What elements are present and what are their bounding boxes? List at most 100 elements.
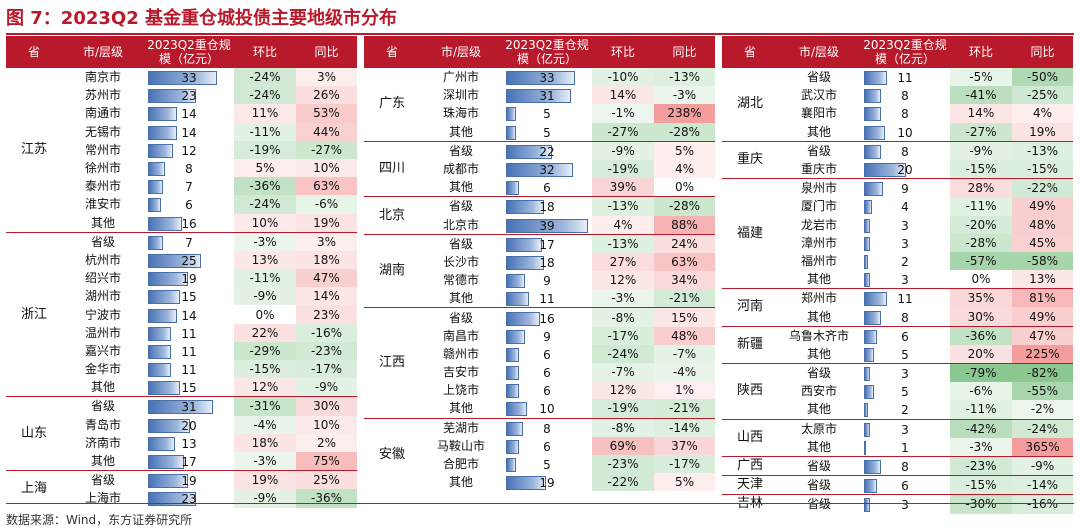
yoy-cell: -9% bbox=[1012, 455, 1073, 476]
size-bar-fill bbox=[506, 439, 519, 454]
size-bar: 10 bbox=[506, 402, 588, 417]
size-cell: 14 bbox=[144, 104, 234, 122]
table-row: 厦门市 4 -11% 49% bbox=[722, 197, 1073, 216]
size-bar: 19 bbox=[148, 474, 230, 489]
table-row: 上海市 23 -9% -36% bbox=[6, 489, 357, 508]
city-cell: 省级 bbox=[62, 396, 144, 416]
province-cell: 福建 bbox=[722, 178, 778, 289]
size-bar-fill bbox=[506, 384, 519, 399]
size-value: 22 bbox=[539, 144, 555, 159]
size-bar-fill bbox=[864, 218, 871, 233]
yoy-cell: 0% bbox=[674, 180, 695, 195]
header-province: 省 bbox=[722, 36, 778, 68]
city-cell: 省级 bbox=[420, 196, 502, 216]
size-value: 7 bbox=[185, 235, 193, 250]
city-cell: 绍兴市 bbox=[84, 271, 121, 286]
yoy-cell: 23% bbox=[296, 305, 357, 324]
size-value: 15 bbox=[181, 381, 197, 396]
province-cell: 上海 bbox=[6, 470, 62, 508]
size-bar-fill bbox=[506, 366, 519, 381]
header-city: 市/层级 bbox=[62, 36, 144, 68]
qoq-cell: 5% bbox=[234, 158, 296, 178]
size-value: 31 bbox=[181, 400, 197, 415]
city-cell: 省级 bbox=[420, 140, 502, 160]
size-cell: 5 bbox=[860, 345, 950, 364]
table-row: 漳州市 3 -28% 45% bbox=[722, 233, 1073, 252]
size-bar-fill bbox=[506, 181, 519, 196]
size-bar-fill bbox=[148, 198, 161, 213]
table-row: 四川 省级 22 -9% 5% bbox=[364, 140, 715, 197]
size-bar: 18 bbox=[506, 255, 588, 270]
size-bar: 17 bbox=[148, 455, 230, 470]
size-bar: 11 bbox=[506, 292, 588, 307]
size-bar-fill bbox=[864, 254, 869, 269]
qoq-cell: -11% bbox=[234, 122, 296, 141]
province-cell: 重庆 bbox=[722, 140, 778, 179]
table-row: 其他 19 -22% 5% bbox=[364, 473, 715, 492]
size-cell: 5 bbox=[502, 455, 592, 473]
yoy-cell: 1% bbox=[654, 381, 715, 400]
size-value: 18 bbox=[539, 200, 555, 215]
size-value: 23 bbox=[181, 492, 197, 507]
size-bar: 31 bbox=[506, 89, 588, 104]
city-cell: 其他 bbox=[448, 180, 473, 195]
header-yoy: 同比 bbox=[1012, 36, 1073, 68]
city-cell: 其他 bbox=[90, 215, 115, 230]
size-bar-fill bbox=[506, 402, 527, 417]
province-cell: 吉林 bbox=[722, 494, 778, 514]
size-value: 31 bbox=[539, 89, 555, 104]
table-row: 上海 省级 19 19% 25% bbox=[6, 470, 357, 508]
size-bar-fill bbox=[506, 237, 542, 252]
size-cell: 11 bbox=[144, 324, 234, 342]
yoy-cell: 30% bbox=[296, 396, 357, 416]
city-cell: 省级 bbox=[420, 307, 502, 327]
size-bar-fill bbox=[506, 476, 546, 491]
size-cell: 8 bbox=[860, 86, 950, 104]
qoq-cell: 13% bbox=[234, 250, 296, 270]
yoy-cell: 4% bbox=[1012, 104, 1073, 123]
province-cell: 北京 bbox=[364, 196, 420, 235]
size-bar: 8 bbox=[864, 460, 946, 475]
qoq-cell: 39% bbox=[592, 178, 654, 197]
city-cell: 珠海市 bbox=[442, 106, 479, 121]
table-row: 湖州市 15 -9% 14% bbox=[6, 287, 357, 306]
size-value: 6 bbox=[901, 329, 909, 344]
qoq-cell: -27% bbox=[592, 122, 654, 142]
city-cell: 其他 bbox=[806, 346, 831, 361]
size-bar-fill bbox=[864, 163, 907, 178]
province-cell: 江西 bbox=[364, 307, 420, 419]
table-row: 马鞍山市 6 69% 37% bbox=[364, 436, 715, 455]
size-value: 3 bbox=[901, 236, 909, 251]
qoq-cell: -9% bbox=[234, 287, 296, 306]
size-cell: 6 bbox=[502, 178, 592, 197]
table-row: 泰州市 7 -36% 63% bbox=[6, 177, 357, 196]
qoq-cell: -9% bbox=[950, 140, 1012, 160]
size-bar-fill bbox=[864, 89, 881, 104]
qoq-cell: -23% bbox=[950, 455, 1012, 476]
size-bar-fill bbox=[148, 436, 176, 451]
size-value: 11 bbox=[539, 292, 555, 307]
qoq-cell: 20% bbox=[950, 344, 1012, 364]
size-bar-fill bbox=[506, 255, 544, 270]
size-cell: 3 bbox=[860, 270, 950, 289]
table-row: 其他 6 39% 0% bbox=[364, 178, 715, 197]
size-cell: 3 bbox=[860, 494, 950, 514]
city-cell: 西安市 bbox=[800, 384, 837, 399]
yoy-cell: -17% bbox=[654, 454, 715, 474]
size-cell: 5 bbox=[502, 104, 592, 122]
size-bar: 7 bbox=[148, 180, 230, 195]
size-cell: 11 bbox=[502, 289, 592, 308]
city-cell: 其他 bbox=[806, 124, 831, 139]
size-bar-fill bbox=[864, 403, 869, 418]
table-row: 常州市 12 -19% -27% bbox=[6, 140, 357, 159]
size-bar: 13 bbox=[148, 436, 230, 451]
size-bar: 6 bbox=[864, 479, 946, 494]
size-value: 15 bbox=[181, 290, 197, 305]
size-value: 39 bbox=[539, 218, 555, 233]
size-bar: 11 bbox=[148, 326, 230, 341]
size-cell: 11 bbox=[144, 342, 234, 360]
size-bar: 17 bbox=[506, 237, 588, 252]
city-cell: 省级 bbox=[778, 455, 860, 476]
size-bar-fill bbox=[148, 455, 184, 470]
province-cell: 湖北 bbox=[736, 96, 763, 112]
